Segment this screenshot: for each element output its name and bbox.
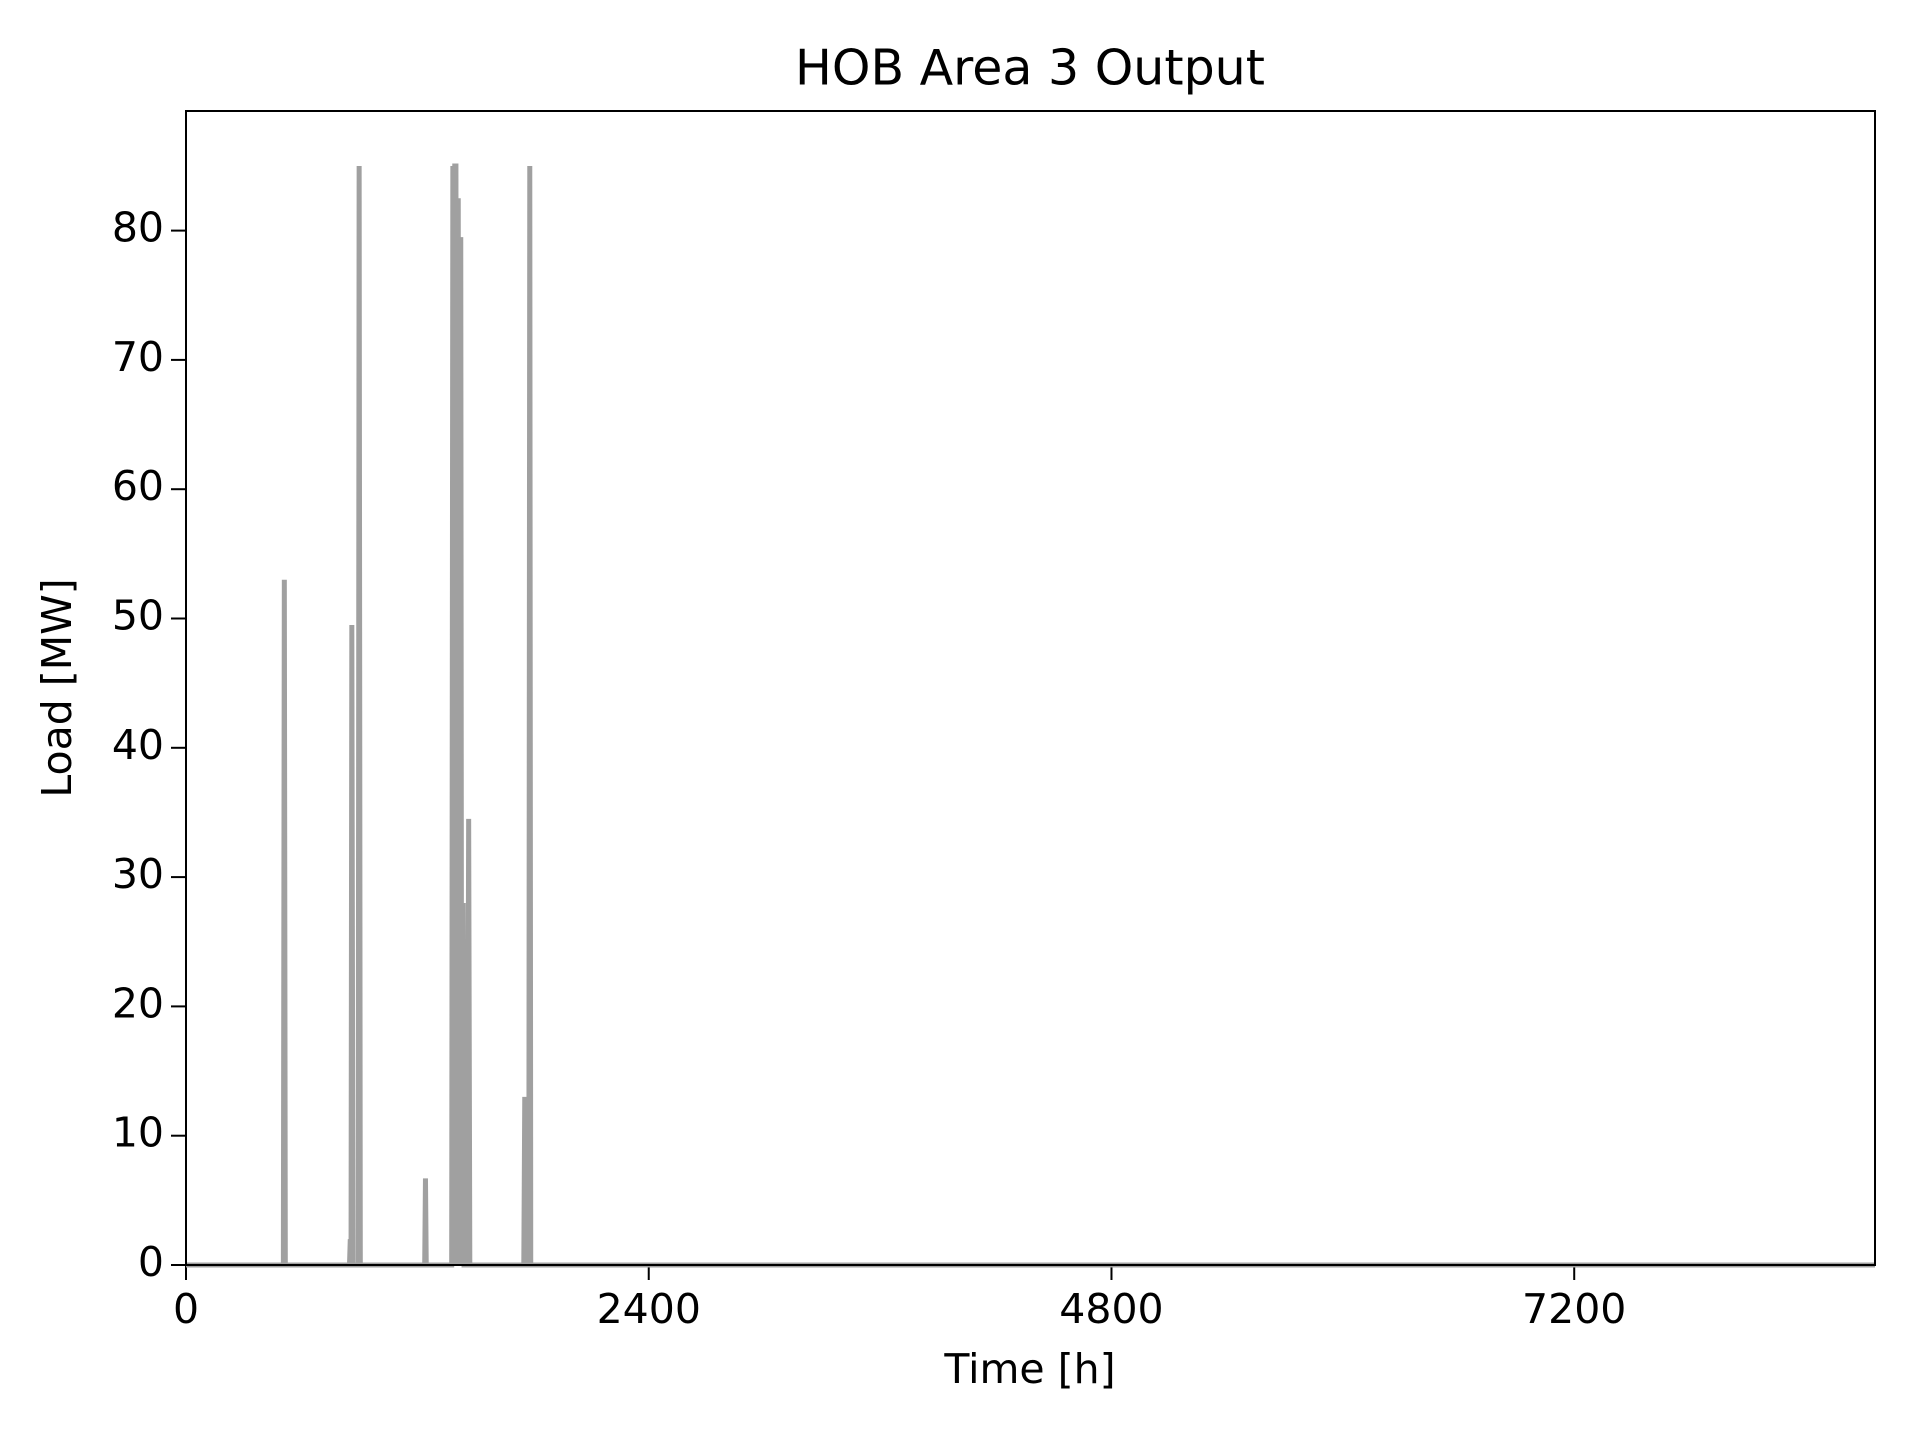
x-tick-label: 0 xyxy=(173,1285,199,1333)
data-line xyxy=(186,163,1875,1268)
y-tick-label: 60 xyxy=(112,462,164,510)
plot-frame xyxy=(185,110,1876,1266)
y-tick-label: 70 xyxy=(112,333,164,381)
y-tick-label: 80 xyxy=(112,204,164,252)
y-tick-label: 0 xyxy=(138,1238,164,1286)
y-tick-label: 50 xyxy=(112,592,164,640)
x-tick-label: 4800 xyxy=(1059,1285,1163,1333)
x-tick-label: 2400 xyxy=(597,1285,701,1333)
y-axis-label: Load [MW] xyxy=(33,578,81,797)
y-tick-label: 30 xyxy=(112,850,164,898)
x-tick-label: 7200 xyxy=(1522,1285,1626,1333)
x-axis-label: Time [h] xyxy=(943,1345,1115,1393)
y-tick-label: 20 xyxy=(112,979,164,1027)
chart-title: HOB Area 3 Output xyxy=(795,40,1265,97)
y-tick-label: 40 xyxy=(112,721,164,769)
y-tick-label: 10 xyxy=(112,1109,164,1157)
